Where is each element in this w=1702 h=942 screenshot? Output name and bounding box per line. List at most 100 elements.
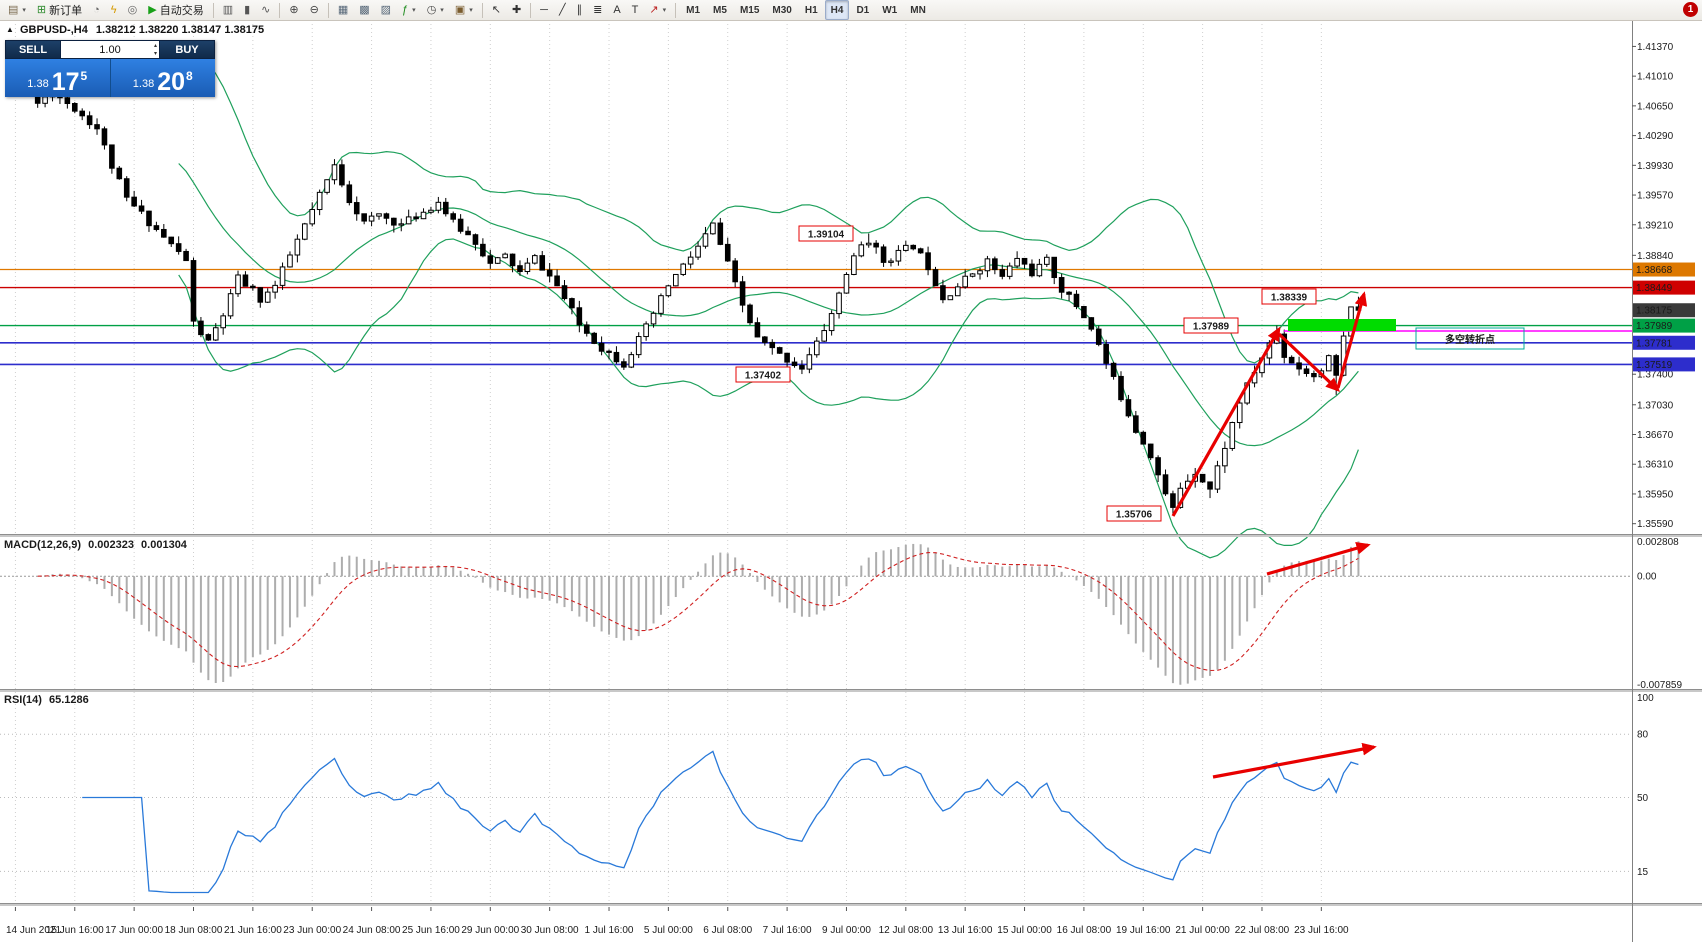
crosshair-icon: ✚ [511, 3, 522, 16]
arrows-button[interactable]: ↗ ▾ [644, 0, 671, 20]
trend-arrow[interactable] [1266, 542, 1371, 576]
sell-price[interactable]: 1.38 17 5 [5, 59, 111, 97]
cascade-windows-button[interactable]: ▩ [354, 0, 374, 20]
price-tag[interactable] [735, 366, 791, 383]
panel-separators[interactable] [0, 20, 1702, 942]
line-chart-icon: ∿ [261, 3, 271, 16]
bar-chart-button[interactable]: ▥ [218, 0, 238, 20]
lot-size-field[interactable]: 1.00 ▴ ▾ [61, 40, 159, 59]
timeframe-w1-button[interactable]: W1 [876, 0, 903, 20]
price-scale[interactable]: 1.41370 1.41010 1.40650 1.40290 1.39930 1.395… [1632, 42, 1695, 530]
zoom-in-button[interactable]: ⊕ [284, 0, 303, 20]
trend-arrow[interactable] [1277, 332, 1341, 392]
lot-decrease-button[interactable]: ▾ [153, 51, 157, 57]
timeframe-h1-button[interactable]: H1 [799, 0, 824, 20]
templates-button-dropdown-icon[interactable]: ▾ [469, 7, 473, 14]
time-tick-label: 25 Jun 16:00 [402, 925, 460, 936]
tile-windows-button[interactable]: ▦ [333, 0, 353, 20]
trend-arrow[interactable] [1171, 326, 1281, 517]
sell-button[interactable]: SELL [5, 40, 61, 59]
tile-windows-icon: ▦ [337, 3, 349, 16]
cursor-button[interactable]: ↖ [487, 0, 506, 20]
price-tag[interactable] [1183, 317, 1239, 334]
note-box[interactable] [1415, 327, 1525, 350]
new-chart-button[interactable]: ▤ ▾ [3, 0, 31, 20]
quick-trade-icon: ϟ [110, 3, 117, 16]
line-chart-button[interactable]: ∿ [256, 0, 275, 20]
price-level-label-text: 1.38668 [1636, 265, 1673, 276]
auto-trading-button-label: 自动交易 [159, 5, 204, 17]
chart-annotations: 多空转折点 1.39104 1.38339 1.37989 1.37402 1.35706 [735, 225, 1632, 779]
timeframe-m15-button[interactable]: M15 [734, 0, 765, 20]
templates-button[interactable]: ▣ ▾ [450, 0, 478, 20]
buy-price-point: 8 [186, 69, 193, 83]
price-tick-label: 1.35950 [1637, 489, 1674, 500]
collapse-trade-widget-icon[interactable]: ▲ [6, 25, 14, 34]
candlestick-chart-icon: ▮ [244, 3, 251, 16]
indicators-button-dropdown-icon[interactable]: ▾ [412, 7, 416, 14]
price-tag[interactable] [1261, 288, 1317, 305]
notification-badge[interactable]: 1 [1683, 2, 1698, 17]
price-tick-label: 1.35590 [1637, 519, 1674, 530]
zoom-out-icon: ⊖ [309, 3, 319, 16]
note-box-text: 多空转折点 [1445, 333, 1495, 346]
horizontal-line-button[interactable]: ─ [535, 0, 553, 20]
zoom-out-button[interactable]: ⊖ [305, 0, 324, 20]
time-tick-label: 5 Jul 00:00 [644, 925, 693, 936]
macd-axis-label: 0.00 [1637, 572, 1657, 583]
market-watch-button[interactable]: ◔ [88, 0, 105, 20]
rsi-axis-label: 80 [1637, 730, 1649, 741]
price-tag-text: 1.35706 [1116, 510, 1153, 521]
trendline-button[interactable]: ╱ [554, 0, 571, 20]
arrows-button-dropdown-icon[interactable]: ▾ [662, 7, 667, 14]
time-tick-label: 29 Jun 00:00 [461, 925, 519, 936]
buy-button[interactable]: BUY [159, 40, 215, 59]
support-zone-highlight[interactable] [1288, 319, 1396, 331]
timeframe-m5-button-label: M5 [713, 4, 727, 16]
new-order-button[interactable]: ⊞ 新订单 [32, 0, 87, 20]
auto-trading-button[interactable]: ▶ 自动交易 [143, 0, 208, 20]
candlestick-chart-button[interactable]: ▮ [239, 0, 255, 20]
time-tick-label: 21 Jul 00:00 [1175, 925, 1230, 936]
timeframe-m15-button-label: M15 [739, 4, 760, 16]
trend-arrow[interactable] [1212, 742, 1377, 779]
price-tag[interactable] [1106, 505, 1162, 522]
horizontal-line-icon: ─ [540, 3, 548, 16]
horizontal-level-lines[interactable] [0, 268, 1632, 366]
timeframe-m1-button[interactable]: M1 [680, 0, 706, 20]
price-tag[interactable] [798, 225, 854, 242]
time-tick-label: 19 Jul 16:00 [1116, 925, 1171, 936]
macd-axis-label: -0.007859 [1637, 680, 1682, 691]
label-button[interactable]: T [627, 0, 644, 20]
fibonacci-button[interactable]: ≣ [588, 0, 607, 20]
text-button[interactable]: A [608, 0, 625, 20]
buy-price[interactable]: 1.38 20 8 [111, 59, 216, 97]
timeframe-h4-button[interactable]: H4 [824, 0, 850, 20]
quick-trade-button[interactable]: ϟ [106, 0, 122, 20]
price-level-label-text: 1.38449 [1636, 283, 1673, 294]
navigator-button[interactable]: ◎ [123, 0, 143, 20]
new-order-icon: ⊞ [36, 3, 47, 16]
timeframe-m5-button[interactable]: M5 [707, 0, 733, 20]
lot-size-value[interactable]: 1.00 [99, 43, 121, 56]
crosshair-button[interactable]: ✚ [507, 0, 526, 20]
arrange-windows-button[interactable]: ▨ [376, 0, 396, 20]
new-chart-icon: ▤ [8, 3, 19, 16]
timeframe-d1-button[interactable]: D1 [850, 0, 875, 20]
price-level-label-text: 1.37519 [1636, 360, 1673, 371]
periods-button-dropdown-icon[interactable]: ▾ [440, 7, 444, 14]
toolbar-separator [279, 2, 281, 18]
timeframe-m30-button[interactable]: M30 [766, 0, 797, 20]
periods-button[interactable]: ◷ ▾ [422, 0, 449, 20]
new-chart-button-dropdown-icon[interactable]: ▾ [22, 7, 26, 14]
price-level-label [1633, 280, 1695, 295]
timeframe-mn-button[interactable]: MN [904, 0, 932, 20]
indicators-button[interactable]: ƒ ▾ [397, 0, 421, 20]
fibonacci-icon: ≣ [593, 3, 603, 16]
channel-button[interactable]: ∥ [572, 0, 588, 20]
trend-arrow[interactable] [1336, 291, 1368, 389]
macd-indicator-label: MACD(12,26,9) 0.002323 0.001304 [4, 539, 191, 551]
lot-increase-button[interactable]: ▴ [153, 43, 157, 49]
